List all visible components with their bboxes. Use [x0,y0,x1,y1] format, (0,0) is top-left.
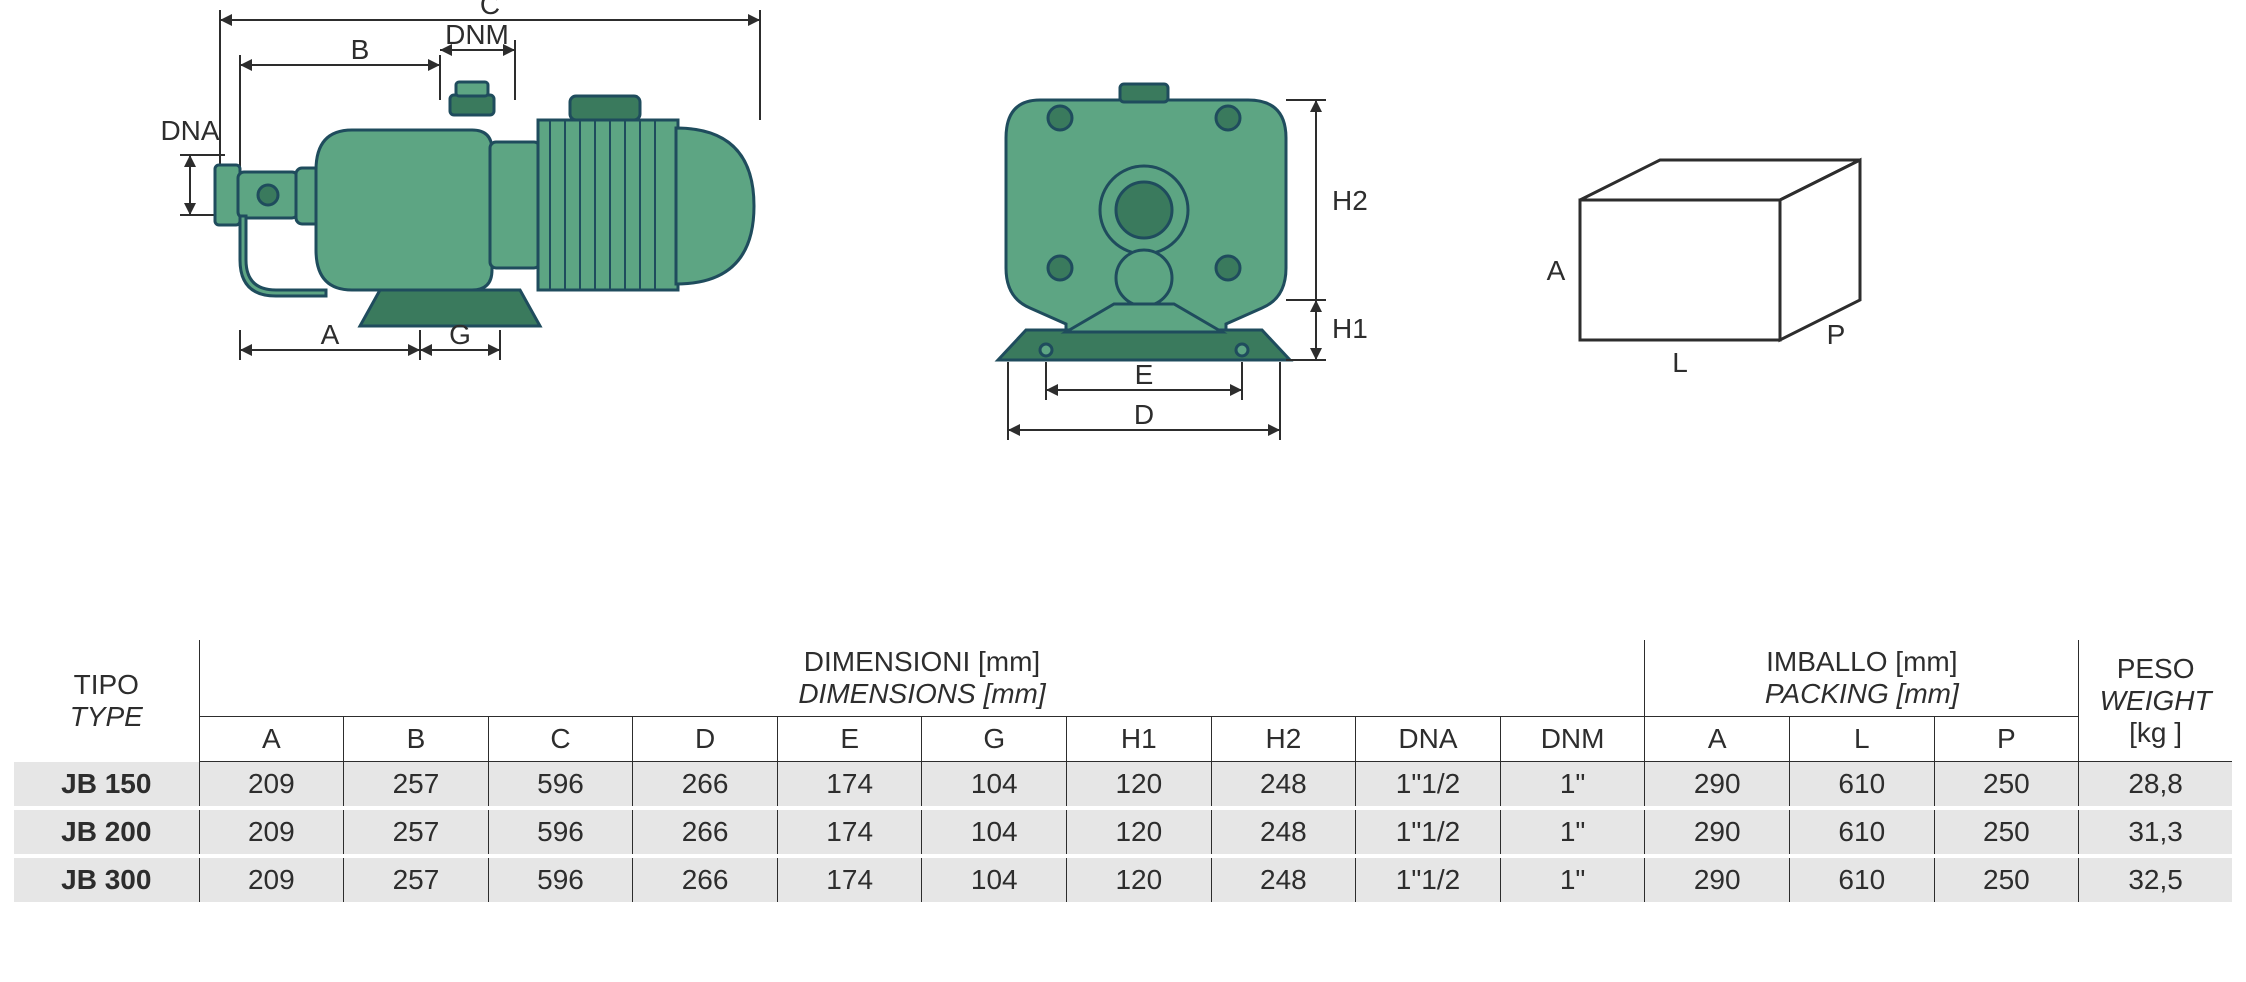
cell-dim: 1" [1500,856,1645,904]
cell-dim: 1" [1500,808,1645,856]
cell-dim: 1" [1500,762,1645,809]
dim-dna-label: DNA [160,115,219,146]
col-pack-p: P [1934,717,2079,762]
cell-dim: 120 [1067,808,1212,856]
dim-box-a: A [1547,255,1566,286]
col-d: D [633,717,778,762]
cell-pack: 290 [1645,808,1790,856]
cell-dim: 248 [1211,762,1356,809]
table-row: JB 1502092575962661741041202481"1/21"290… [14,762,2232,809]
cell-pack: 290 [1645,856,1790,904]
dim-c-label: C [480,0,500,20]
cell-dim: 174 [777,856,922,904]
col-a: A [199,717,344,762]
cell-type: JB 300 [14,856,199,904]
cell-pack: 610 [1790,762,1935,809]
cell-dim: 248 [1211,856,1356,904]
cell-dim: 266 [633,856,778,904]
dim-dnm-label: DNM [445,19,509,50]
dim-box-p: P [1827,319,1846,350]
header-imballo: IMBALLO [mm] PACKING [mm] [1645,640,2079,717]
cell-dim: 174 [777,808,922,856]
col-c: C [488,717,633,762]
cell-type: JB 200 [14,808,199,856]
cell-dim: 266 [633,762,778,809]
col-h2: H2 [1211,717,1356,762]
cell-dim: 596 [488,762,633,809]
cell-dim: 104 [922,808,1067,856]
dim-h1-label: H1 [1332,313,1368,344]
col-e: E [777,717,922,762]
cell-type: JB 150 [14,762,199,809]
technical-drawings: C B DNM DNA [0,0,2246,540]
cell-dim: 120 [1067,762,1212,809]
dim-d-label: D [1134,399,1154,430]
header-tipo: TIPO TYPE [14,640,199,762]
dim-a-label: A [321,319,340,350]
cell-dim: 209 [199,856,344,904]
cell-dim: 1"1/2 [1356,856,1501,904]
packing-box: A L P [1520,140,1960,440]
col-pack-l: L [1790,717,1935,762]
cell-dim: 209 [199,808,344,856]
col-h1: H1 [1067,717,1212,762]
cell-dim: 248 [1211,808,1356,856]
table-row: JB 3002092575962661741041202481"1/21"290… [14,856,2232,904]
cell-dim: 257 [344,762,489,809]
table-row: JB 2002092575962661741041202481"1/21"290… [14,808,2232,856]
dim-box-l: L [1672,347,1688,378]
dim-g-label: G [449,319,471,350]
cell-dim: 209 [199,762,344,809]
cell-dim: 1"1/2 [1356,762,1501,809]
dim-h2-label: H2 [1332,185,1368,216]
cell-dim: 174 [777,762,922,809]
dim-e-label: E [1135,359,1154,390]
dimensions-table: TIPO TYPE DIMENSIONI [mm] DIMENSIONS [mm… [14,640,2232,906]
col-dnm: DNM [1500,717,1645,762]
cell-peso: 28,8 [2079,762,2232,809]
cell-pack: 610 [1790,856,1935,904]
cell-dim: 257 [344,808,489,856]
col-pack-a: A [1645,717,1790,762]
cell-pack: 250 [1934,856,2079,904]
col-dna: DNA [1356,717,1501,762]
cell-dim: 104 [922,762,1067,809]
header-dimensioni: DIMENSIONI [mm] DIMENSIONS [mm] [199,640,1645,717]
cell-peso: 32,5 [2079,856,2232,904]
cell-peso: 31,3 [2079,808,2232,856]
cell-dim: 1"1/2 [1356,808,1501,856]
cell-dim: 257 [344,856,489,904]
cell-dim: 120 [1067,856,1212,904]
cell-pack: 290 [1645,762,1790,809]
cell-dim: 266 [633,808,778,856]
col-b: B [344,717,489,762]
pump-side-view: C B DNM DNA [120,0,820,480]
cell-dim: 596 [488,856,633,904]
cell-pack: 250 [1934,762,2079,809]
cell-pack: 250 [1934,808,2079,856]
col-g: G [922,717,1067,762]
cell-pack: 610 [1790,808,1935,856]
cell-dim: 596 [488,808,633,856]
pump-front-view: H2 H1 E D [950,60,1430,500]
dim-b-label: B [351,34,370,65]
cell-dim: 104 [922,856,1067,904]
header-peso: PESO WEIGHT [kg ] [2079,640,2232,762]
